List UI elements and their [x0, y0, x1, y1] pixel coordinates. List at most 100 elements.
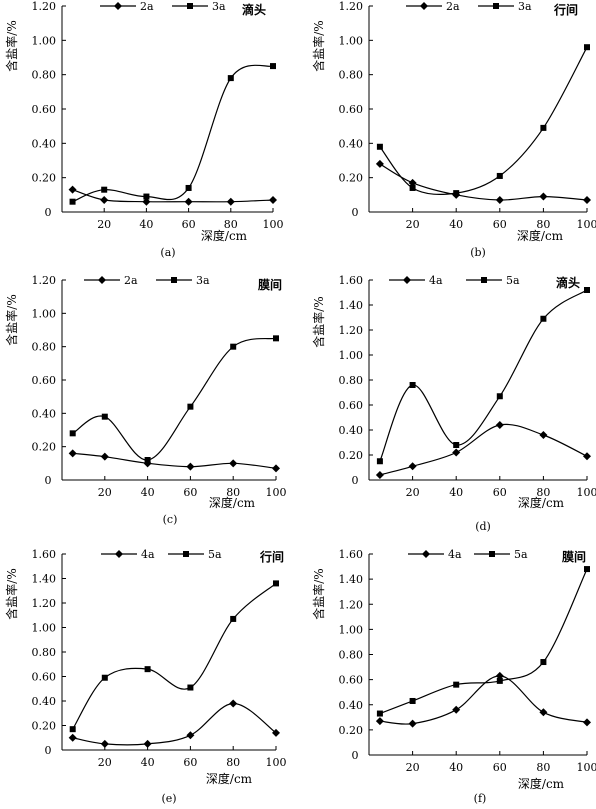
- legend-label: 4a: [429, 274, 443, 287]
- location-label: 行间: [553, 2, 578, 17]
- data-point-4a: [375, 717, 384, 726]
- y-tick-label: 0.80: [32, 341, 57, 354]
- y-tick-label: 1.00: [32, 307, 57, 320]
- x-axis-title: 深度/cm: [209, 495, 256, 510]
- location-label: 膜间: [562, 549, 586, 564]
- x-tick-label: 20: [406, 486, 420, 499]
- y-tick-label: 0.20: [32, 441, 57, 454]
- series-line-3a: [72, 64, 274, 203]
- data-point-2a: [269, 195, 277, 204]
- data-point-5a: [187, 684, 194, 691]
- x-tick-label: 100: [577, 486, 596, 499]
- data-point-5a: [409, 382, 416, 388]
- y-tick-label: 0.80: [339, 374, 364, 387]
- y-axis-title: 含盐率/%: [4, 20, 19, 71]
- data-point-5a: [584, 287, 590, 293]
- location-label: 滴头: [242, 2, 266, 17]
- data-point-2a: [375, 159, 384, 168]
- y-tick-label: 1.00: [339, 623, 364, 636]
- panel-caption: (c): [163, 513, 178, 526]
- x-axis-title: 深度/cm: [518, 776, 565, 791]
- x-tick-label: 80: [226, 486, 240, 499]
- x-axis-title: 深度/cm: [518, 495, 565, 510]
- x-tick-label: 20: [406, 761, 420, 774]
- x-tick-label: 100: [266, 756, 287, 769]
- data-point-5a: [376, 710, 383, 717]
- x-tick-label: 40: [449, 218, 463, 231]
- data-point-5a: [230, 615, 237, 622]
- y-tick-label: 0.40: [32, 407, 57, 420]
- legend-label: 3a: [518, 0, 532, 13]
- data-point-5a: [584, 566, 590, 573]
- data-point-3a: [453, 190, 460, 197]
- data-point-3a: [496, 172, 503, 179]
- y-tick-label: 0.40: [32, 137, 57, 150]
- y-tick-label: 1.40: [339, 573, 364, 586]
- y-tick-label: 1.20: [32, 274, 57, 287]
- data-point-4a: [68, 733, 77, 742]
- location-label: 膜间: [258, 277, 282, 292]
- data-point-5a: [453, 681, 460, 688]
- data-point-4a: [583, 718, 591, 727]
- y-tick-label: 1.00: [32, 34, 57, 47]
- data-point-3a: [540, 124, 547, 131]
- legend-label: 5a: [506, 274, 520, 287]
- data-point-4a: [186, 731, 195, 740]
- data-point-3a: [230, 343, 237, 350]
- x-tick-label: 80: [536, 486, 550, 499]
- y-axis-title: 含盐率/%: [311, 20, 326, 71]
- x-zero-label: 0: [352, 474, 359, 487]
- data-point-5a: [496, 677, 503, 684]
- series-line-4a: [72, 702, 277, 746]
- y-tick-label: 0.60: [32, 374, 57, 387]
- data-point-4a: [143, 739, 152, 748]
- x-tick-label: 80: [224, 218, 238, 231]
- legend-label: 5a: [514, 548, 528, 561]
- data-point-3a: [270, 63, 276, 70]
- chart-panel: 0.20 0.40 0.60 0.80 1.00 1.20 1.40 1.60 0 20 40 60 8…: [311, 548, 596, 805]
- x-tick-label: 80: [536, 761, 550, 774]
- y-tick-label: 1.40: [32, 573, 57, 586]
- panel-caption: (b): [470, 246, 486, 259]
- x-tick-label: 40: [141, 756, 155, 769]
- y-tick-label: 1.20: [32, 0, 57, 13]
- data-point-3a: [227, 75, 234, 82]
- data-point-4a: [375, 471, 384, 479]
- legend-label: 4a: [448, 548, 462, 561]
- x-tick-label: 60: [182, 218, 196, 231]
- series-line-5a: [379, 568, 588, 715]
- panel-caption: (e): [161, 792, 176, 805]
- legend-label: 3a: [196, 274, 210, 287]
- legend-label: 2a: [446, 0, 460, 13]
- data-point-5a: [273, 580, 279, 587]
- y-tick-label: 1.60: [339, 548, 364, 561]
- x-tick-label: 100: [577, 761, 596, 774]
- y-tick-label: 0.80: [339, 649, 364, 662]
- y-tick-label: 1.00: [339, 34, 364, 47]
- data-point-2a: [229, 459, 238, 468]
- x-axis-title: 深度/cm: [517, 228, 564, 243]
- chart-panel: 0.20 0.40 0.60 0.80 1.00 1.20 0 20 40 60 80 100 2a 3a…: [4, 0, 284, 259]
- x-zero-label: 0: [352, 206, 359, 219]
- data-point-4a: [452, 448, 461, 457]
- data-point-2a: [408, 178, 417, 187]
- legend-label: 5a: [208, 548, 222, 561]
- y-tick-label: 0.60: [339, 103, 364, 116]
- legend-label: 4a: [141, 548, 155, 561]
- legend-marker-4a: [422, 550, 430, 558]
- x-zero-label: 0: [45, 474, 52, 487]
- y-tick-label: 1.60: [339, 274, 364, 287]
- y-tick-label: 0.60: [32, 671, 57, 684]
- data-point-3a: [101, 413, 108, 420]
- panel-caption: (d): [475, 520, 491, 533]
- data-point-5a: [540, 659, 547, 666]
- x-tick-label: 80: [536, 218, 550, 231]
- y-tick-label: 0.40: [339, 137, 364, 150]
- legend-marker-4a: [403, 276, 411, 284]
- y-tick-label: 0.20: [32, 720, 57, 733]
- y-tick-label: 1.20: [339, 0, 364, 13]
- data-point-5a: [144, 666, 151, 673]
- x-tick-label: 100: [266, 486, 287, 499]
- y-tick-label: 0.80: [32, 69, 57, 82]
- y-axis-title: 含盐率/%: [4, 568, 19, 619]
